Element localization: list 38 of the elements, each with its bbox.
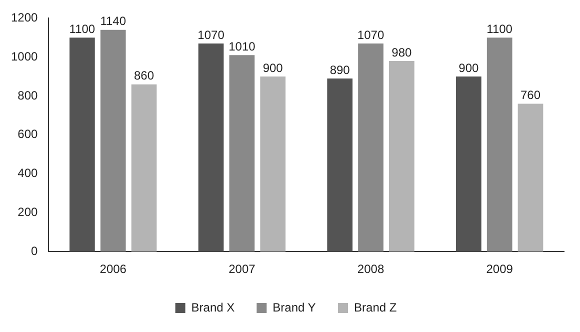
data-label: 860: [134, 68, 154, 83]
y-tick-label: 600: [18, 127, 38, 142]
legend-label: Brand Y: [272, 300, 316, 314]
bar: [198, 43, 224, 252]
bar: [260, 76, 286, 252]
bar: [100, 30, 126, 252]
y-tick-label: 1000: [10, 49, 38, 64]
bar: [358, 43, 384, 252]
x-tick-label: 2008: [357, 262, 384, 276]
data-label: 890: [330, 62, 350, 77]
y-tick-label: 800: [18, 88, 38, 102]
bar: [486, 38, 512, 252]
data-label: 1070: [357, 28, 384, 42]
data-label: 1140: [100, 14, 126, 28]
bar: [518, 104, 544, 252]
bar: [389, 60, 414, 252]
y-tick-label: 0: [31, 244, 38, 258]
x-tick-label: 2009: [486, 262, 514, 276]
x-tick-label: 2007: [228, 262, 256, 276]
data-label: 900: [458, 60, 479, 75]
data-label: 1010: [228, 39, 256, 54]
bar: [131, 84, 157, 252]
legend-label: Brand X: [191, 300, 235, 314]
data-label: 1070: [198, 28, 225, 42]
bar: [229, 55, 255, 252]
data-label: 1100: [69, 22, 96, 36]
data-label: 1100: [486, 22, 513, 36]
bar: [456, 76, 482, 252]
y-tick-label: 200: [18, 205, 38, 220]
bar: [70, 38, 95, 252]
y-tick-label: 400: [18, 166, 38, 180]
data-label: 980: [392, 45, 412, 60]
data-label: 900: [262, 60, 284, 75]
legend-label: Brand Z: [354, 300, 397, 314]
bar: [327, 78, 353, 252]
x-tick-label: 2006: [100, 262, 127, 276]
data-label: 760: [520, 88, 541, 102]
y-tick-label: 1200: [10, 10, 38, 25]
